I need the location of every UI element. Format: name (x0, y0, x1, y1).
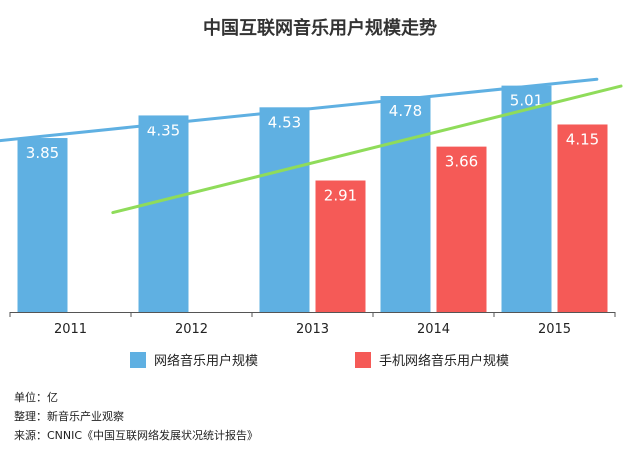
source-note: 来源：CNNIC《中国互联网络发展状况统计报告》 (14, 429, 259, 442)
label-network-music-2013: 4.53 (268, 113, 301, 131)
label-mobile-music-2014: 3.66 (445, 153, 478, 171)
bar-mobile-music-2015 (557, 124, 608, 313)
chart-footer: 单位：亿 整理：新音乐产业观察 来源：CNNIC《中国互联网络发展状况统计报告》 (14, 388, 258, 445)
bar-network-music-2011 (17, 138, 68, 312)
unit-note: 单位：亿 (14, 391, 58, 404)
trendline-mobile-music (111, 84, 623, 215)
bar-network-music-2014 (380, 96, 431, 312)
trendline-network-music (0, 77, 599, 143)
x-tick-2012: 2012 (175, 322, 208, 337)
x-tick-2011: 2011 (54, 322, 87, 337)
bar-mobile-music-2014 (436, 146, 487, 312)
chart-title: 中国互联网音乐用户规模走势 (203, 18, 437, 39)
bar-network-music-2015 (501, 85, 552, 312)
legend-label-network-music: 网络音乐用户规模 (154, 353, 258, 369)
x-tick-2013: 2013 (296, 322, 329, 337)
legend-swatch-network-music (130, 352, 146, 368)
bar-network-music-2012 (138, 115, 189, 312)
arranged-by-note: 整理：新音乐产业观察 (14, 410, 124, 423)
legend-label-mobile-music: 手机网络音乐用户规模 (379, 353, 509, 369)
label-network-music-2014: 4.78 (389, 102, 422, 120)
x-tick-2015: 2015 (538, 322, 571, 337)
legend-swatch-mobile-music (355, 352, 371, 368)
x-tick-2014: 2014 (417, 322, 450, 337)
label-network-music-2015: 5.01 (510, 92, 543, 110)
label-network-music-2011: 3.85 (26, 144, 59, 162)
bar-network-music-2013 (259, 107, 310, 312)
label-mobile-music-2013: 2.91 (324, 187, 357, 205)
bar-mobile-music-2013 (315, 180, 366, 312)
label-mobile-music-2015: 4.15 (566, 130, 599, 148)
